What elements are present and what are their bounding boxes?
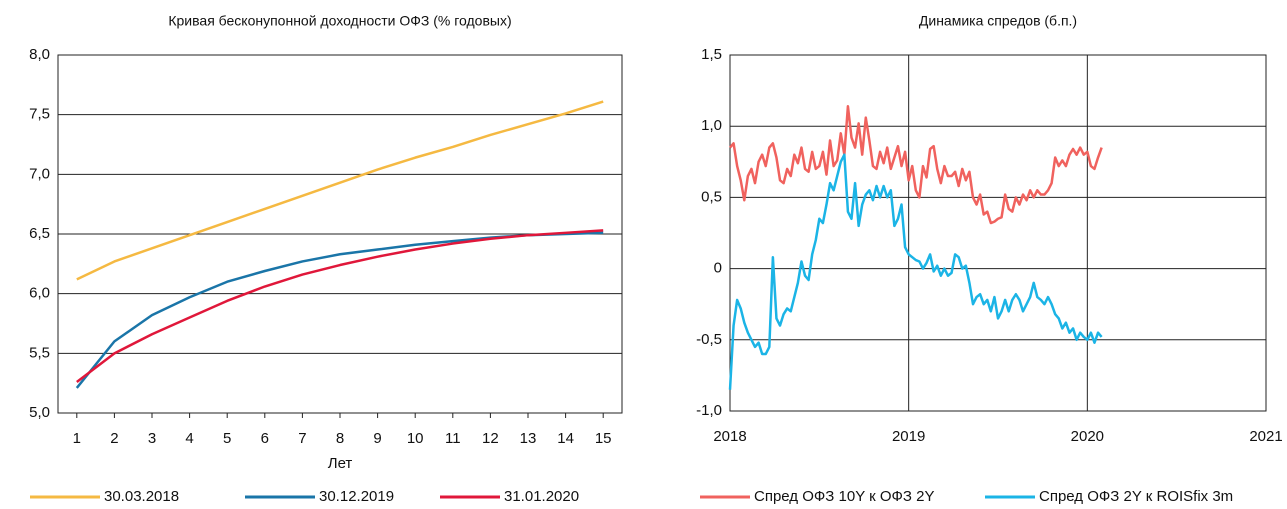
x-tick-label: 3 [148,430,156,447]
y-tick-label: 1,5 [701,46,722,63]
x-tick-label: 5 [223,430,231,447]
x-tick-label: 12 [482,430,499,447]
plot-frame [57,54,623,414]
x-tick-label: 9 [373,430,381,447]
y-tick-label: 6,0 [29,285,50,302]
x-tick-label: 13 [520,430,537,447]
y-tick-label: -0,5 [696,331,722,348]
x-tick-label: 4 [185,430,193,447]
x-axis-label: Лет [328,455,353,472]
series-line [728,153,1103,390]
y-tick-label: 0 [714,260,722,277]
legend-label: Спред ОФЗ 2Y к ROISfix 3m [1039,488,1233,505]
x-tick-label: 2021 [1249,428,1282,445]
x-tick-label: 2019 [892,428,925,445]
x-tick-label: 1 [73,430,81,447]
y-tick-label: 8,0 [29,46,50,63]
plot-frame [729,54,1267,412]
series-line [76,229,604,383]
x-tick-label: 7 [298,430,306,447]
x-tick-label: 2020 [1071,428,1104,445]
x-tick-label: 8 [336,430,344,447]
legend-label: Спред ОФЗ 10Y к ОФЗ 2Y [754,488,935,505]
x-tick-label: 2 [110,430,118,447]
y-tick-label: 5,5 [29,344,50,361]
y-tick-label: 6,5 [29,225,50,242]
x-tick-label: 6 [261,430,269,447]
y-tick-label: 0,5 [701,188,722,205]
y-tick-label: 7,5 [29,106,50,123]
chart-title: Динамика спредов (б.п.) [919,13,1077,29]
y-tick-label: 1,0 [701,117,722,134]
x-tick-label: 14 [557,430,574,447]
x-tick-label: 15 [595,430,612,447]
y-tick-label: 7,0 [29,165,50,182]
series-line [75,231,604,389]
legend-label: 30.03.2018 [104,488,179,505]
legend-label: 30.12.2019 [319,488,394,505]
series-line [729,105,1103,225]
x-tick-label: 2018 [713,428,746,445]
legend-label: 31.01.2020 [504,488,579,505]
y-tick-label: -1,0 [696,402,722,419]
chart-title: Кривая бесконупонной доходности ОФЗ (% г… [168,13,511,29]
y-tick-label: 5,0 [29,404,50,421]
x-tick-label: 11 [445,430,461,447]
series-line [76,100,604,281]
x-tick-label: 10 [407,430,424,447]
